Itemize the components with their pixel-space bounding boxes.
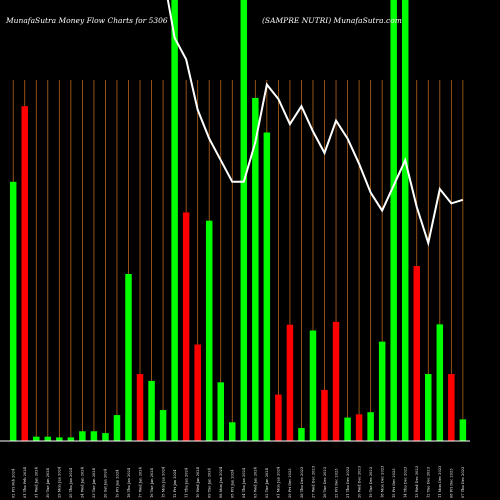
x-tick-label: 12 Fri Jan 2024 <box>173 469 177 498</box>
x-tick-label: 15 Fri Dec 2023 <box>392 468 396 498</box>
x-tick-label: 19 Fri Jan 2024 <box>115 469 119 498</box>
x-tick-label: 22 Fri Dec 2023 <box>334 468 338 498</box>
bar <box>125 273 132 441</box>
x-tick-label: 14 Thu Dec 2023 <box>404 466 408 498</box>
x-tick-label: 12 Tue Dec 2023 <box>427 466 431 498</box>
bar <box>194 344 201 441</box>
bar <box>367 412 374 441</box>
x-tick-label: 04 Thu Jan 2024 <box>242 467 246 498</box>
x-tick-label: 01 Mon Jan 2024 <box>277 466 281 498</box>
bar <box>67 437 75 441</box>
x-tick-label: 31 Wed Jan 2024 <box>35 466 39 498</box>
x-tick-label: 28 Thu Dec 2023 <box>300 466 304 498</box>
bar <box>33 436 40 441</box>
bar-series <box>9 0 467 442</box>
bar <box>159 410 167 441</box>
bar <box>56 437 63 441</box>
x-tick-label: 07 Thu Dec 2023 <box>461 466 465 498</box>
bar <box>171 0 178 441</box>
x-tick-label: 18 Mon Dec 2023 <box>380 465 384 498</box>
bar <box>102 433 109 441</box>
bar <box>44 436 52 441</box>
bar <box>148 380 155 441</box>
bar <box>425 374 432 441</box>
x-tick-label: 13 Wed Dec 2023 <box>415 465 419 498</box>
x-tick-label: 08 Mon Jan 2024 <box>219 466 223 498</box>
x-tick-label: 19 Tue Dec 2023 <box>369 466 373 498</box>
bar <box>217 382 224 441</box>
bar <box>321 389 328 441</box>
bar <box>332 321 340 441</box>
x-tick-label: 05 Fri Jan 2024 <box>231 469 235 498</box>
x-tick-label: 30 Tue Jan 2024 <box>46 467 50 498</box>
x-tick-label: 20 Sat Jan 2024 <box>104 468 108 498</box>
bar <box>436 324 444 441</box>
bar <box>459 419 467 441</box>
bar <box>286 324 294 441</box>
bar <box>390 0 397 441</box>
money-flow-line <box>166 0 464 247</box>
bar <box>263 132 271 442</box>
x-tick-label: 24 Wed Jan 2024 <box>81 466 85 498</box>
bar <box>252 97 259 442</box>
x-tick-label: 16 Tue Jan 2024 <box>150 467 154 498</box>
x-tick-label: 23 Tue Jan 2024 <box>92 467 96 498</box>
bar <box>113 415 121 441</box>
x-tick-label: 21 Thu Dec 2023 <box>346 466 350 498</box>
bar <box>229 422 236 441</box>
x-tick-label: 18 Thu Jan 2024 <box>127 467 131 498</box>
bar <box>205 220 213 441</box>
x-tick-label: 26 Tue Dec 2023 <box>323 466 327 498</box>
bar <box>448 374 455 441</box>
bar <box>182 212 190 441</box>
x-tick-label: 17 Wed Jan 2024 <box>138 466 142 498</box>
bar <box>9 181 17 442</box>
bar <box>298 428 305 441</box>
bar <box>309 330 317 441</box>
x-tick-label: 01 Thu Feb 2024 <box>23 466 27 498</box>
bar <box>378 341 386 441</box>
x-tick-label: 29 Fri Dec 2023 <box>288 468 292 498</box>
bar <box>136 374 144 441</box>
x-tick-labels: 02 Fri Feb 2024 01 Thu Feb 2024 31 Wed Jan… <box>12 465 466 498</box>
bar <box>355 414 363 441</box>
bar <box>275 394 282 441</box>
x-tick-label: 25 Thu Jan 2024 <box>69 467 73 498</box>
bar <box>90 431 98 441</box>
x-tick-label: 11 Thu Jan 2024 <box>184 467 188 498</box>
x-tick-label: 02 Tue Jan 2024 <box>265 467 269 498</box>
x-tick-label: 15 Mon Jan 2024 <box>161 466 165 498</box>
bar <box>240 0 248 441</box>
x-tick-label: 11 Mon Dec 2023 <box>438 465 442 498</box>
x-tick-label: 10 Wed Jan 2024 <box>196 466 200 498</box>
x-tick-label: 20 Wed Dec 2023 <box>357 465 361 498</box>
bar <box>413 266 420 441</box>
bar <box>79 431 86 441</box>
x-tick-label: 09 Tue Jan 2024 <box>208 467 212 498</box>
bar <box>21 106 28 441</box>
x-tick-label: 08 Fri Dec 2023 <box>450 468 454 498</box>
x-tick-label: 29 Mon Jan 2024 <box>58 466 62 498</box>
x-tick-label: 03 Wed Jan 2024 <box>254 466 258 498</box>
x-tick-label: 02 Fri Feb 2024 <box>12 468 16 498</box>
chart-title-left: MunafaSutra Money Flow Charts for 5306 <box>5 16 168 25</box>
bar <box>401 0 409 441</box>
x-tick-label: 27 Wed Dec 2023 <box>311 465 315 498</box>
bar <box>344 417 351 441</box>
chart-title-right: (SAMPRE NUTRI) MunafaSutra.com <box>262 16 402 25</box>
